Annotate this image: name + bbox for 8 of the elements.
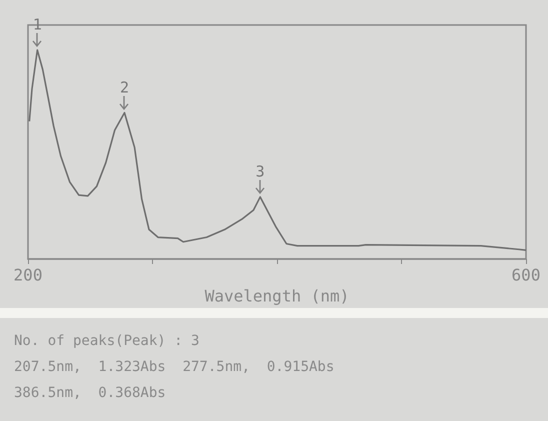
text: 207.5nm, 1.323Abs 277.5nm, 0.915Abs	[14, 359, 334, 375]
x-tick-label: 600	[512, 266, 540, 284]
text: No. of peaks(Peak) : 3	[14, 333, 200, 349]
x-axis-title: Wavelength (nm)	[204, 286, 350, 306]
x-tick-label: 200	[14, 266, 42, 284]
text: 386.5nm, 0.368Abs	[14, 385, 166, 401]
annotation: 2	[120, 78, 130, 96]
annotation: 3	[256, 162, 265, 180]
